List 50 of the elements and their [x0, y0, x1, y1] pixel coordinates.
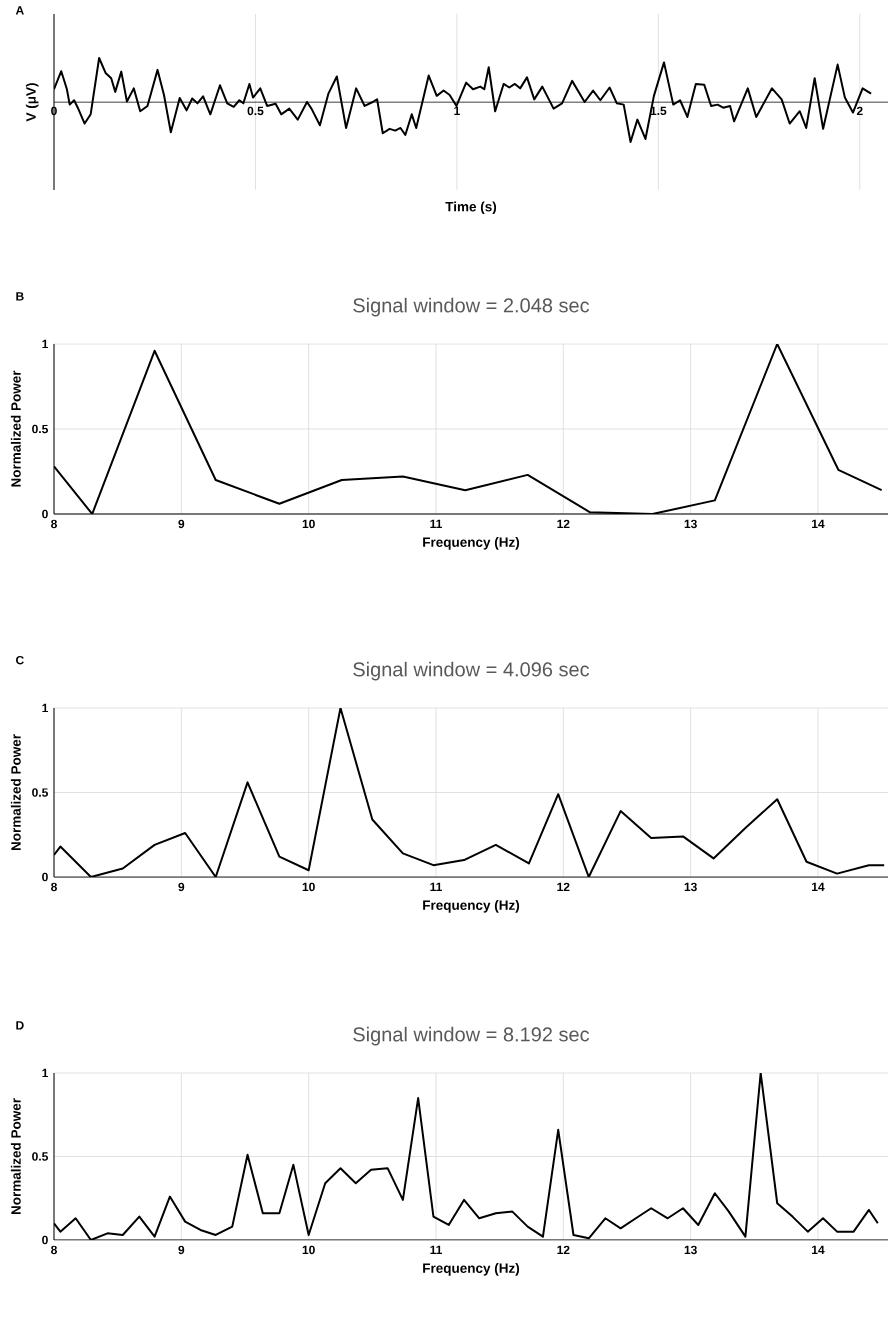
x-axis-title: Frequency (Hz) [423, 537, 520, 550]
y-tick-label: 0.5 [32, 788, 48, 797]
y-tick-label: 0 [42, 509, 48, 519]
x-tick-label: 2 [856, 106, 863, 116]
y-axis-title: Normalized Power [10, 734, 21, 851]
x-tick-label: 13 [684, 519, 697, 529]
y-axis-title: Normalized Power [10, 370, 21, 487]
x-axis-title: Frequency (Hz) [423, 900, 520, 913]
x-tick-label: 14 [812, 882, 825, 891]
x-tick-label: 8 [51, 519, 57, 529]
x-tick-label: 12 [557, 519, 570, 529]
line-series [54, 707, 886, 877]
x-tick-label: 10 [302, 882, 315, 892]
y-tick-label: 0 [42, 872, 48, 882]
x-tick-label: 13 [684, 882, 697, 892]
text: C [16, 655, 24, 665]
x-tick-label: 11 [430, 882, 442, 891]
x-tick-label: 12 [557, 1245, 570, 1255]
y-tick-label: 0.5 [32, 1152, 48, 1161]
text: B [16, 292, 24, 301]
x-tick-label: 8 [51, 882, 57, 892]
x-tick-label: 13 [684, 1245, 697, 1255]
x-tick-label: 11 [430, 519, 442, 528]
x-axis-title: Frequency (Hz) [423, 1263, 520, 1276]
text: D [16, 1021, 24, 1030]
x-axis-title: Time (s) [445, 201, 497, 215]
y-tick-label: 0.5 [32, 424, 48, 434]
y-tick-label: 1 [42, 703, 48, 713]
x-tick-label: 9 [178, 519, 185, 529]
x-tick-label: 9 [178, 1245, 185, 1255]
x-tick-label: 11 [430, 1245, 442, 1254]
y-axis-title: Normalized Power [10, 1098, 21, 1215]
x-tick-label: 1 [454, 106, 460, 115]
x-tick-label: 9 [178, 882, 185, 892]
x-tick-label: 0.5 [247, 106, 264, 116]
x-tick-label: 8 [51, 1245, 57, 1255]
x-tick-label: 0 [51, 106, 57, 116]
y-axis-title: V (μV) [25, 83, 39, 122]
chart-title: Signal window = 2.048 sec [353, 297, 590, 317]
x-tick-label: 14 [812, 519, 825, 528]
y-tick-label: 0 [42, 1235, 48, 1245]
x-tick-label: 10 [302, 519, 315, 529]
x-tick-label: 12 [557, 882, 570, 892]
y-tick-label: 1 [42, 339, 48, 349]
text: A [15, 6, 24, 15]
chart-title: Signal window = 4.096 sec [353, 661, 590, 681]
x-tick-label: 14 [812, 1245, 825, 1254]
chart-title: Signal window = 8.192 sec [353, 1026, 590, 1046]
y-tick-label: 1 [42, 1068, 48, 1078]
x-tick-label: 10 [302, 1245, 315, 1255]
